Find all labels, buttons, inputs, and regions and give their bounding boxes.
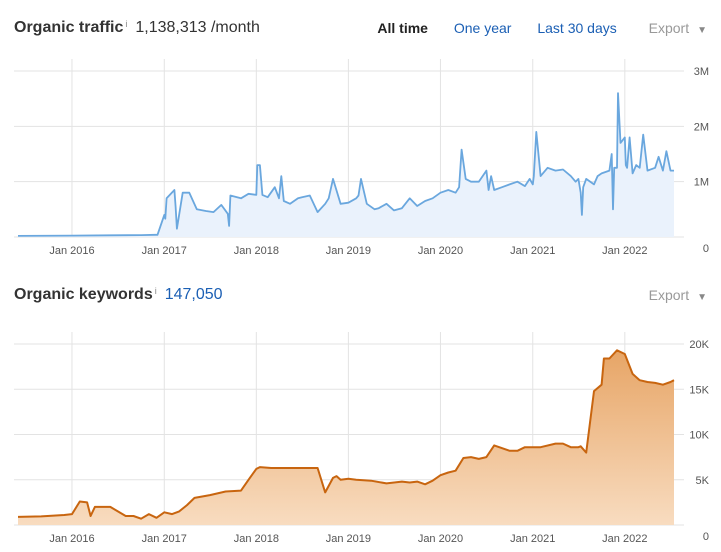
- x-tick-label: Jan 2021: [510, 245, 555, 257]
- x-tick-label: Jan 2022: [602, 533, 647, 545]
- x-tick-label: Jan 2019: [326, 533, 371, 545]
- tab-all-time[interactable]: All time: [377, 20, 428, 36]
- keywords-toolbar: Export ▼: [621, 287, 707, 303]
- y-tick-label: 20K: [689, 339, 709, 351]
- y-tick-label: 1M: [694, 177, 709, 189]
- traffic-chart: 3M 2M 1M 0 Jan 2016 Jan 2017 Jan 2018 Jan 2019…: [14, 59, 709, 257]
- y-tick-label: 0: [703, 243, 709, 255]
- keywords-export-button[interactable]: Export ▼: [649, 287, 707, 303]
- y-tick-label: 3M: [694, 66, 709, 78]
- x-tick-label: Jan 2021: [510, 533, 555, 545]
- keywords-header: Organic keywords i 147,050 Export ▼: [14, 286, 707, 310]
- tab-one-year[interactable]: One year: [453, 20, 512, 36]
- keywords-export-label: Export: [648, 287, 690, 303]
- keywords-title-group: Organic keywords i 147,050: [14, 286, 223, 304]
- y-tick-label: 2M: [694, 121, 709, 133]
- x-tick-label: Jan 2020: [418, 533, 463, 545]
- x-tick-label: Jan 2018: [234, 245, 279, 257]
- traffic-title-group: Organic traffic i 1,138,313 /month: [14, 19, 260, 37]
- x-tick-label: Jan 2016: [49, 245, 94, 257]
- series-line[interactable]: [17, 349, 675, 520]
- series-area: [18, 350, 674, 525]
- y-tick-label: 10K: [689, 430, 709, 442]
- x-tick-label: Jan 2016: [49, 533, 94, 545]
- traffic-export-button[interactable]: Export ▼: [649, 20, 707, 36]
- x-tick-label: Jan 2018: [234, 533, 279, 545]
- traffic-export-label: Export: [648, 20, 690, 36]
- x-tick-label: Jan 2017: [142, 245, 187, 257]
- traffic-toolbar: All time One year Last 30 days Export ▼: [355, 20, 707, 36]
- y-tick-label: 15K: [689, 384, 709, 396]
- x-tick-label: Jan 2017: [142, 533, 187, 545]
- traffic-title: Organic traffic: [14, 19, 124, 36]
- y-tick-label: 0: [703, 531, 709, 543]
- tab-last-30-days[interactable]: Last 30 days: [537, 20, 617, 36]
- x-tick-label: Jan 2022: [602, 245, 647, 257]
- traffic-value: 1,138,313 /month: [135, 19, 260, 36]
- chevron-down-icon: ▼: [697, 292, 707, 303]
- chevron-down-icon: ▼: [697, 25, 707, 36]
- traffic-header: Organic traffic i 1,138,313 /month All tim…: [14, 19, 707, 43]
- y-tick-label: 5K: [696, 475, 710, 487]
- info-icon[interactable]: i: [154, 286, 157, 296]
- series-line[interactable]: [17, 92, 674, 237]
- keywords-title: Organic keywords: [14, 286, 153, 303]
- info-icon[interactable]: i: [125, 19, 128, 29]
- x-tick-label: Jan 2020: [418, 245, 463, 257]
- keywords-value: 147,050: [164, 286, 223, 303]
- x-tick-label: Jan 2019: [326, 245, 371, 257]
